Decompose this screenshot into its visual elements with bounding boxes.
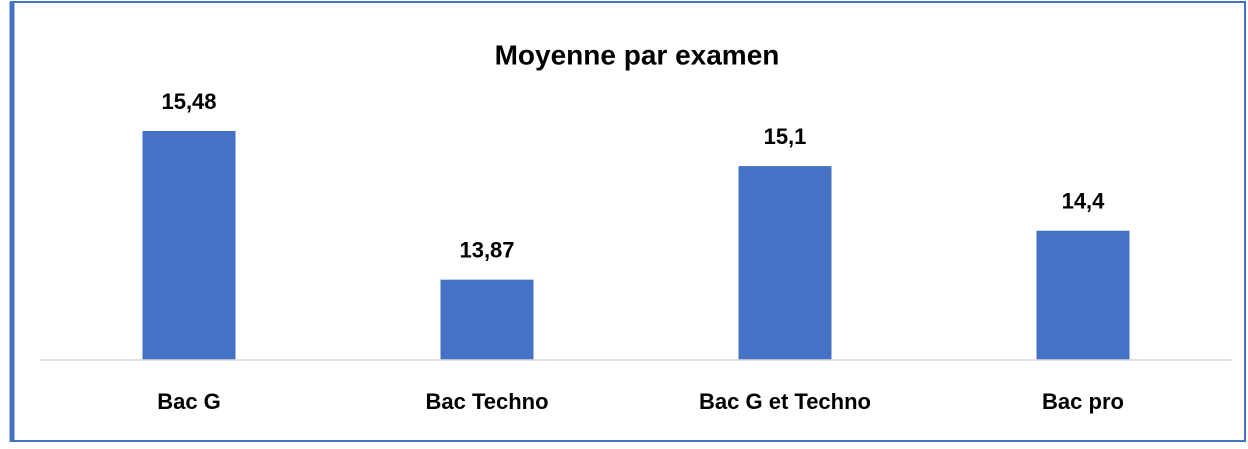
- value-label: 15,1: [764, 124, 807, 149]
- value-label: 13,87: [459, 237, 514, 262]
- x-tick-label: Bac Techno: [425, 389, 548, 414]
- bar: [142, 131, 236, 360]
- x-tick-label: Bac G: [157, 389, 221, 414]
- value-label: 14,4: [1062, 189, 1106, 214]
- x-tick-label: Bac pro: [1042, 389, 1124, 414]
- bar: [440, 279, 534, 360]
- bar: [738, 166, 832, 360]
- chart-title: Moyenne par examen: [495, 39, 780, 70]
- value-label: 15,48: [161, 89, 216, 114]
- bar: [1036, 230, 1130, 360]
- x-tick-label: Bac G et Techno: [699, 389, 871, 414]
